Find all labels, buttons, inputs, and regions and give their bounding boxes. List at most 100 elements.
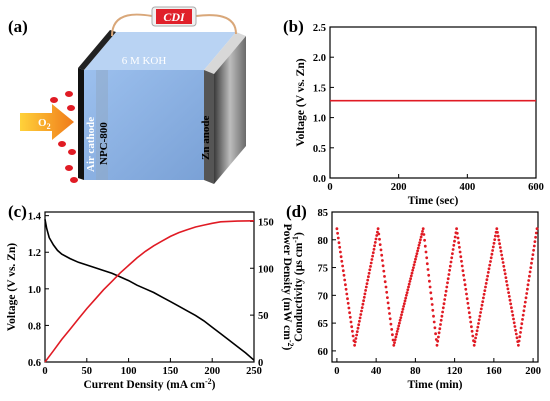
conductivity-point [410,271,414,275]
conductivity-point [428,285,432,289]
conductivity-point [466,301,470,305]
conductivity-point [512,321,516,325]
y-tick-label: 2.5 [313,23,326,34]
conductivity-point [500,253,504,257]
conductivity-point [366,278,370,282]
conductivity-point [425,262,429,266]
conductivity-point [489,260,492,263]
catalyst-label: NPC-800 [98,122,110,165]
voltage-curve [44,219,255,361]
conductivity-point [394,335,398,339]
conductivity-point [391,338,395,342]
conductivity-point [417,243,421,247]
conductivity-point [487,267,491,271]
conductivity-point [347,306,351,310]
conductivity-point [439,323,442,326]
y-tick-label: 1.5 [313,83,326,94]
conductivity-point [458,250,462,254]
conductivity-point [503,268,506,272]
conductivity-point [359,313,363,316]
conductivity-point [353,343,356,347]
conductivity-point [344,287,348,291]
conductivity-point [491,249,494,252]
x-tick-label: 80 [410,366,421,377]
conductivity-point [475,329,479,333]
conductivity-point [360,309,363,313]
conductivity-point [501,257,504,261]
conductivity-point [514,328,517,332]
conductivity-point [451,252,454,256]
svg-text:O2: O2 [38,117,51,131]
conductivity-point [430,303,434,306]
conductivity-point [406,288,410,292]
conductivity-point [401,307,405,311]
zn-anode-slab [204,32,246,184]
y-tick-label: 1.2 [28,248,41,259]
y-axis-label: Voltage (V vs. Zn) [295,58,307,146]
conductivity-point [430,297,433,301]
conductivity-point [523,300,527,304]
conductivity-point [472,343,476,347]
x-tick-label: 600 [528,182,544,193]
conductivity-point [348,311,351,315]
electrolyte-box [84,32,236,180]
x-axis-label: Time (sec) [408,195,459,207]
electrolyte-label: 6 M KOH [122,55,167,67]
conductivity-point [437,331,441,335]
conductivity-point [435,343,439,347]
conductivity-point [414,255,418,258]
conductivity-point [507,291,510,294]
conductivity-point [452,243,456,247]
conductivity-point [343,278,347,282]
conductivity-point [474,336,477,340]
conductivity-point [427,273,431,277]
y-tick-label: 2.0 [313,53,326,64]
conductivity-point [504,276,508,279]
conductivity-point [533,240,537,244]
conductivity-point [338,245,342,249]
conductivity-point [476,325,480,329]
conductivity-point [477,318,481,322]
conductivity-point [346,301,350,305]
conductivity-point [339,250,342,254]
plot-frame [329,26,537,179]
y-tick-label: 85 [318,208,329,219]
y-axis-label: Conductivity (μs cm-1) [291,232,305,342]
y-tick-label: 0.8 [28,321,41,332]
conductivity-point [520,322,524,326]
conductivity-point [407,282,411,286]
conductivity-point [470,325,473,329]
conductivity-point [449,260,453,264]
conductivity-point [405,291,409,294]
conductivity-point [482,296,485,300]
conductivity-point [369,265,372,268]
conductivity-point [404,296,408,300]
y-tick-label: 75 [318,264,329,275]
conductivity-point [370,258,374,261]
conductivity-point [470,329,474,333]
conductivity-point [409,274,413,278]
conductivity-point [351,334,355,338]
x-tick-label: 0 [327,182,332,193]
conductivity-point [437,335,440,339]
conductivity-point [467,306,470,310]
conductivity-point [342,273,346,277]
conductivity-point [403,299,407,303]
conductivity-point [535,227,539,231]
conductivity-point [530,257,534,261]
chart-d-conductivity-cycles: 0 40 80 120 160 200 60 65 70 75 80 85 Time (min) Cond… [291,208,541,391]
conductivity-point [392,343,396,347]
conductivity-point [357,323,361,327]
conductivity-point [512,317,515,321]
conductivity-point [399,316,403,319]
conductivity-point [360,306,364,309]
y2-tick-label: 0 [258,358,263,369]
conductivity-point [447,273,451,276]
panel-label-c: (c) [8,202,27,221]
conductivity-point [511,313,515,317]
conductivity-point [383,275,386,278]
x-tick-label: 0 [334,366,339,377]
conductivity-point [409,277,412,281]
conductivity-point [398,318,402,322]
conductivity-point [488,263,492,267]
